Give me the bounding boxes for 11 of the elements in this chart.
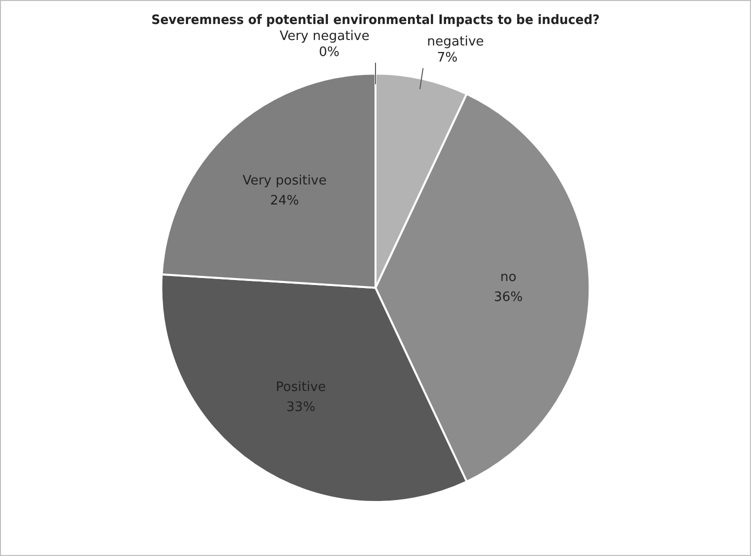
slice-label: Very positive <box>242 173 327 188</box>
data-label: 33% <box>286 400 316 416</box>
text: 0% <box>318 45 340 60</box>
data-label: 36% <box>494 290 523 306</box>
slice-label: no <box>500 270 516 286</box>
data-label: 7% <box>437 50 458 66</box>
slice-label: Positive <box>276 380 326 396</box>
category-label: Very negative <box>280 29 370 44</box>
chart-title: Severemness of potential environmental Impacts to be induced? <box>151 12 600 28</box>
slice-label: negative <box>427 34 484 50</box>
data-label: 24% <box>270 193 300 208</box>
